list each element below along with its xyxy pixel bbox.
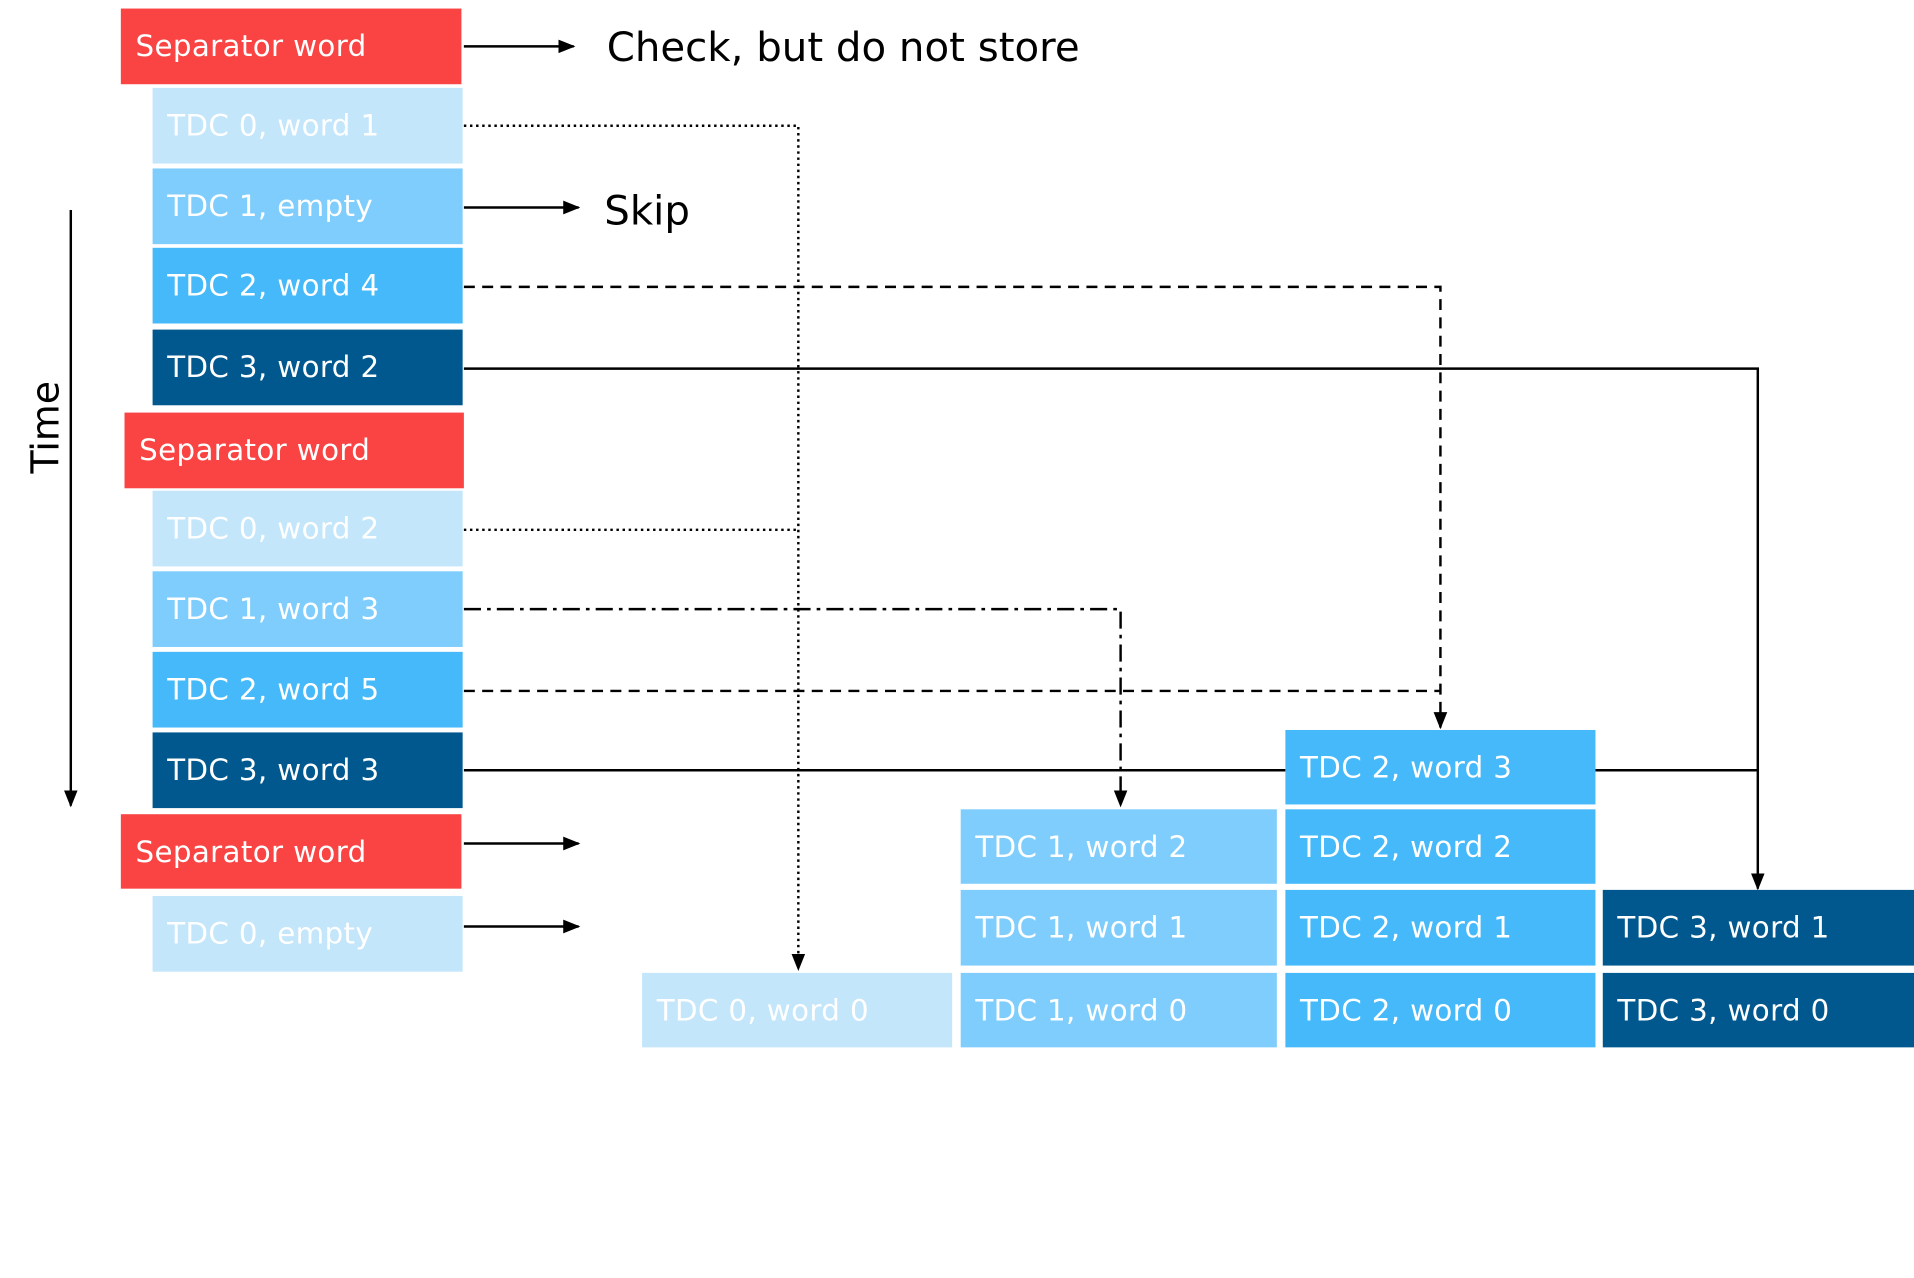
tdc2-route — [463, 285, 1448, 730]
store-tdc2-word3: TDC 2, word 3 — [1285, 729, 1596, 805]
stream-tdc3-word2: TDC 3, word 2 — [152, 329, 463, 406]
stream-tdc0-word1: TDC 0, word 1 — [152, 87, 463, 164]
stream-tdc2-word5: TDC 2, word 5 — [152, 651, 463, 728]
stream-tdc3-word3: TDC 3, word 3 — [152, 732, 463, 809]
store-tdc3-word1: TDC 3, word 1 — [1602, 889, 1914, 966]
skip-note: Skip — [604, 186, 690, 235]
stream-tdc1-word3: TDC 1, word 3 — [152, 571, 463, 647]
check-note: Check, but do not store — [606, 23, 1080, 71]
store-tdc2-word2: TDC 2, word 2 — [1285, 809, 1596, 884]
stream-tdc0-word2: TDC 0, word 2 — [152, 490, 463, 567]
stream-tdc0-empty: TDC 0, empty — [152, 895, 463, 972]
store-tdc1-word0: TDC 1, word 0 — [960, 972, 1277, 1048]
stream-tdc2-word4: TDC 2, word 4 — [152, 247, 463, 324]
time-axis-label: Time — [24, 380, 69, 474]
store-tdc2-word0: TDC 2, word 0 — [1285, 972, 1596, 1048]
separator-word-1: Separator word — [120, 8, 462, 85]
connector-layer — [63, 39, 1765, 971]
store-tdc1-word2: TDC 1, word 2 — [960, 809, 1277, 884]
tdc0-route — [463, 124, 806, 971]
store-tdc2-word1: TDC 2, word 1 — [1285, 889, 1596, 966]
separator-word-3: Separator word — [120, 814, 462, 889]
store-tdc0-word0: TDC 0, word 0 — [642, 972, 953, 1048]
stream-tdc1-empty: TDC 1, empty — [152, 168, 463, 245]
tdc1-route — [463, 607, 1128, 808]
tdc3-route — [463, 367, 1765, 891]
separator-word-2: Separator word — [124, 412, 464, 489]
store-tdc1-word1: TDC 1, word 1 — [960, 889, 1277, 966]
store-tdc3-word0: TDC 3, word 0 — [1602, 972, 1914, 1048]
